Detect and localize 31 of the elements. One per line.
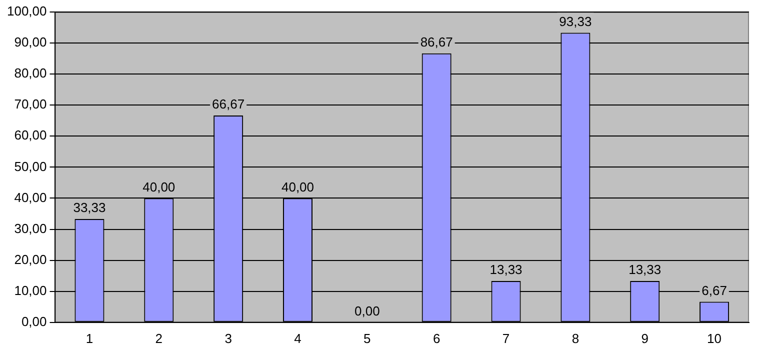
data-label: 33,33 — [73, 200, 106, 216]
x-tick-label: 8 — [572, 330, 580, 346]
x-tick-label: 4 — [294, 330, 302, 346]
y-tick-label: 30,00 — [14, 220, 47, 236]
y-tick-label: 70,00 — [14, 96, 47, 112]
data-label: 6,67 — [702, 282, 727, 298]
data-label: 40,00 — [281, 179, 314, 194]
data-label: 13,33 — [628, 262, 662, 278]
x-tick-label: 3 — [224, 330, 232, 346]
data-label: 86,67 — [420, 34, 453, 50]
data-label: 93,33 — [559, 14, 592, 29]
y-tick-label: 90,00 — [14, 34, 47, 50]
x-tick-label: 1 — [86, 330, 94, 346]
x-tick-label: 7 — [502, 330, 510, 346]
x-tick-label: 10 — [707, 330, 722, 346]
y-tick-label: 20,00 — [14, 252, 47, 267]
data-label: 66,67 — [212, 96, 245, 112]
data-label: 13,33 — [490, 262, 522, 278]
data-label: 40,00 — [142, 179, 176, 194]
y-tick-label: 0,00 — [21, 314, 47, 329]
x-tick-label: 2 — [155, 330, 163, 346]
y-tick-label: 40,00 — [14, 190, 47, 205]
y-tick-label: 100,00 — [6, 4, 47, 19]
x-tick-label: 6 — [432, 330, 440, 346]
x-tick-label: 5 — [364, 330, 371, 346]
y-tick-label: 80,00 — [14, 66, 47, 81]
y-tick-label: 10,00 — [14, 282, 47, 298]
data-label: 0,00 — [354, 303, 380, 318]
y-tick-label: 50,00 — [14, 158, 47, 174]
x-tick-label: 9 — [641, 330, 648, 346]
y-tick-label: 60,00 — [14, 128, 47, 143]
